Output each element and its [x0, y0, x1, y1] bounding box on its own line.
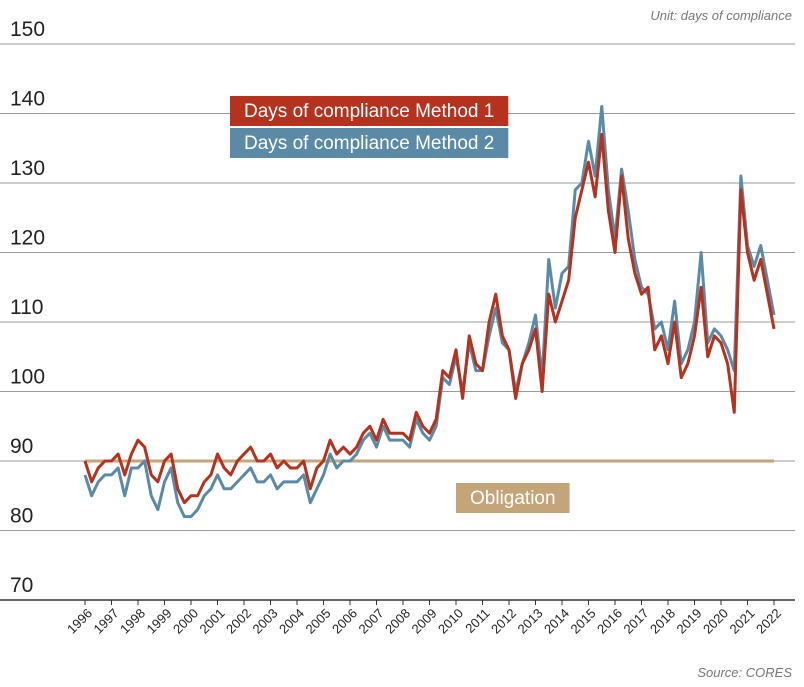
x-tick-label: 2017: [621, 606, 652, 637]
series-line: [83, 105, 776, 519]
x-tick-label: 2007: [356, 606, 387, 637]
x-tick-label: 2003: [250, 606, 281, 637]
y-tick-label: 80: [10, 505, 33, 528]
legend-entry: Days of compliance Method 1: [230, 96, 509, 126]
x-tick-label: 2005: [303, 606, 334, 637]
x-tick-label: 2018: [647, 606, 678, 637]
y-tick-label: 140: [10, 88, 45, 111]
x-tick-label: 2013: [515, 606, 546, 637]
x-tick-label: 1997: [91, 606, 122, 637]
y-tick-label: 100: [10, 366, 45, 389]
legend-entry-label: Days of compliance Method 2: [244, 133, 494, 154]
y-tick-label: 130: [10, 157, 45, 180]
source-note: Source: CORES: [697, 665, 792, 680]
x-tick-label: 2022: [753, 606, 784, 637]
legend-entry-label: Days of compliance Method 1: [244, 101, 494, 122]
obligation: Obligation: [456, 483, 570, 513]
x-tick-label: 1996: [64, 606, 95, 637]
x-tick-label: 2010: [435, 606, 466, 637]
x-tick-label: 2004: [276, 606, 307, 637]
x-tick-label: 2019: [674, 606, 705, 637]
x-tick-label: 2008: [382, 606, 413, 637]
x-tick-label: 2014: [541, 606, 572, 637]
y-tick-label: 70: [10, 574, 33, 597]
y-tick-label: 90: [10, 435, 33, 458]
x-tick-label: 2015: [568, 606, 599, 637]
obligation-box: [456, 483, 570, 513]
x-tick-label: 2021: [727, 606, 758, 637]
y-tick-label: 120: [10, 227, 45, 250]
y-tick-label: 150: [10, 18, 45, 41]
x-tick-label: 2009: [409, 606, 440, 637]
x-tick-label: 2012: [488, 606, 519, 637]
x-tick-label: 2020: [700, 606, 731, 637]
series-line: [83, 132, 776, 505]
y-tick-label: 110: [10, 296, 43, 319]
x-tick-label: 1998: [117, 606, 148, 637]
legend-entry-box: [230, 96, 509, 126]
legend-entry: Days of compliance Method 2: [230, 128, 509, 158]
x-tick-label: 2016: [594, 606, 625, 637]
x-tick-label: 2001: [197, 606, 228, 637]
x-tick-label: 2002: [223, 606, 254, 637]
unit-note: Unit: days of compliance: [650, 8, 792, 23]
x-tick-label: 2011: [462, 606, 492, 636]
legend-entry-box: [230, 128, 509, 158]
obligation-label: Obligation: [470, 488, 556, 509]
x-tick-label: 2006: [329, 606, 360, 637]
x-tick-label: 1999: [144, 606, 175, 637]
x-tick-label: 2000: [170, 606, 201, 637]
